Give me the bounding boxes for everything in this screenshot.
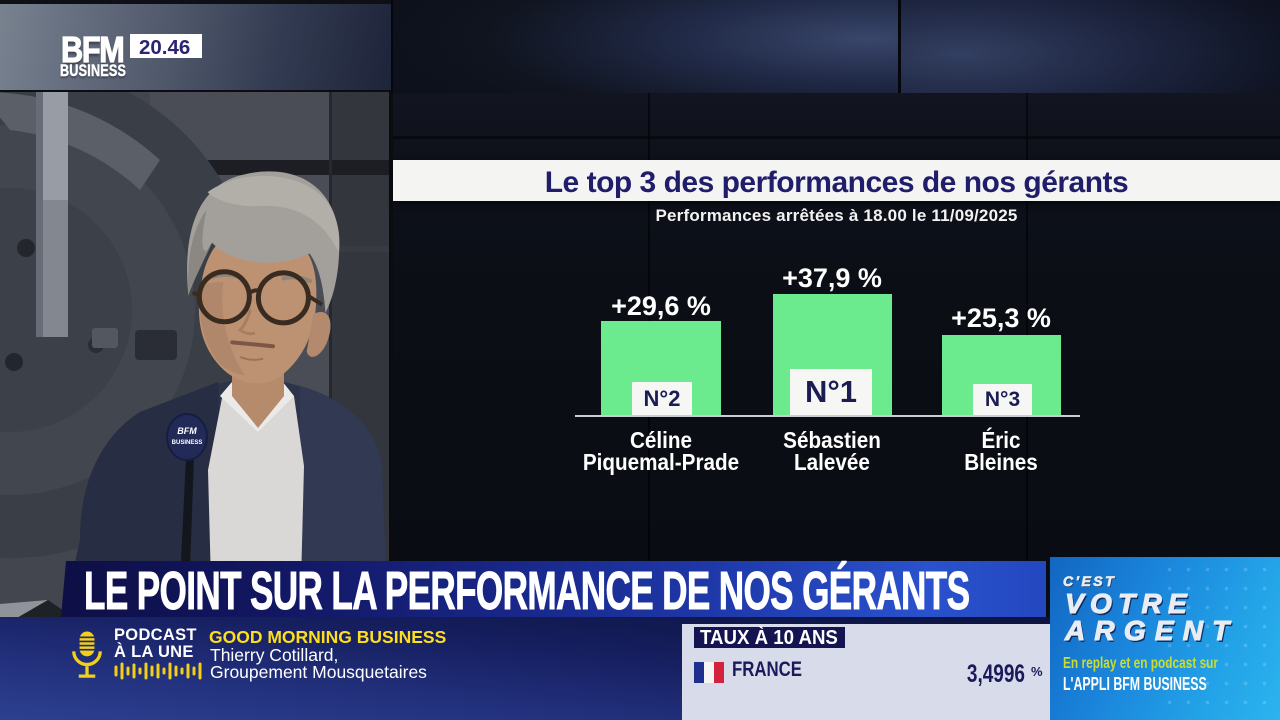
svg-text:BFM: BFM [177,426,197,436]
svg-text:BUSINESS: BUSINESS [172,440,203,446]
